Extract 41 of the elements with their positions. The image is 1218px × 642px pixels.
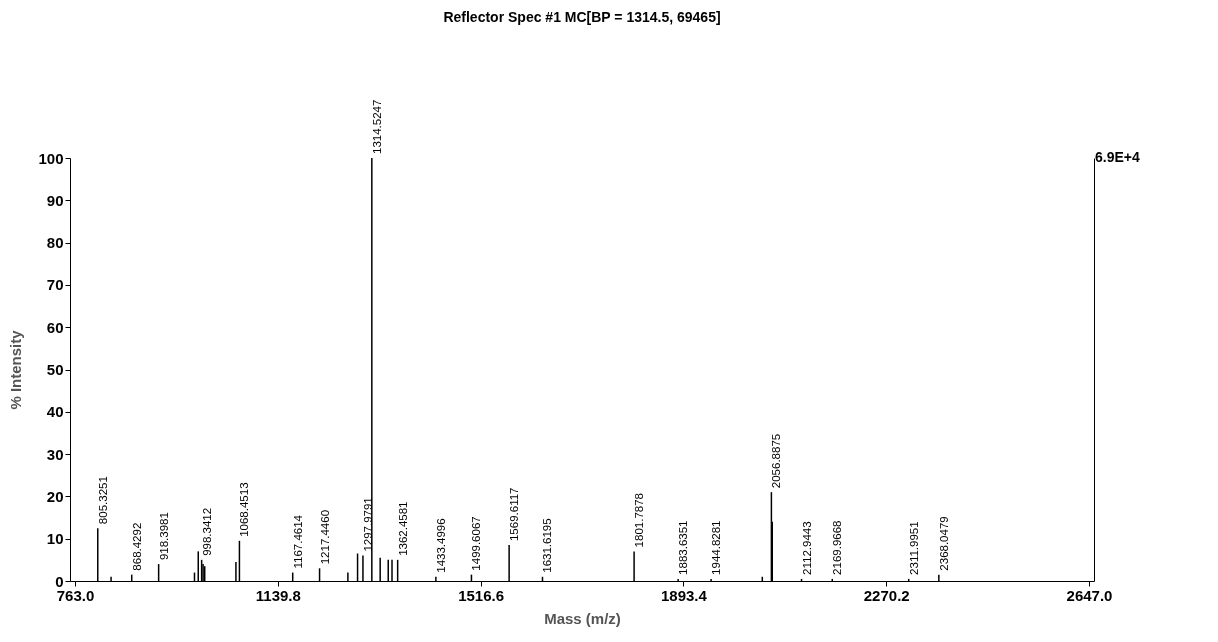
annotation: 1883.6351	[677, 520, 690, 575]
annotation: 1569.6117	[508, 487, 521, 542]
annotation: 1297.9791	[361, 497, 374, 552]
annotation: 868.4292	[130, 522, 143, 571]
text: 6.9E+4	[1095, 149, 1140, 165]
annotation: 1499.6067	[470, 516, 483, 571]
annotation: 2311.9951	[907, 521, 920, 575]
annotation: 918.3981	[157, 512, 170, 561]
annotation: 2112.9443	[800, 521, 813, 575]
annotation: 1944.8281	[710, 520, 723, 575]
y-tick-label: 90	[46, 191, 64, 209]
y-tick-label: 100	[38, 149, 64, 167]
annotation: 2056.8875	[770, 433, 783, 489]
y-tick-label: 10	[46, 530, 64, 548]
annotation: 998.3412	[200, 507, 213, 556]
annotation: 1314.5247	[370, 99, 383, 154]
annotation: 1433.4996	[434, 518, 447, 573]
y-tick-label: 60	[46, 318, 64, 336]
y-tick-label: 30	[46, 445, 64, 463]
x-tick-label: 1516.6	[458, 586, 505, 604]
chart-title: Reflector Spec #1 MC[BP = 1314.5, 69465]	[443, 8, 721, 25]
annotation: 1167.4614	[291, 514, 304, 569]
annotation: 1631.6195	[541, 518, 554, 573]
y-tick-label: 40	[46, 403, 64, 421]
y-tick-label: 70	[46, 276, 64, 294]
y-axis-title: % Intensity	[7, 329, 25, 410]
annotation: 1068.4513	[238, 482, 251, 537]
x-tick-label: 1139.8	[255, 586, 301, 604]
y-tick-label: 20	[46, 487, 64, 505]
annotation: 2169.9668	[831, 520, 844, 575]
annotation: 1217.4460	[318, 509, 331, 565]
y-tick-label: 80	[46, 234, 64, 252]
x-axis-title: Mass (m/z)	[544, 609, 621, 627]
x-tick-label: 2270.2	[863, 586, 910, 604]
x-tick-label: 2647.0	[1066, 586, 1113, 604]
annotation: 805.3251	[96, 476, 109, 525]
x-tick-label: 1893.4	[660, 586, 708, 604]
y-tick-label: 50	[46, 361, 64, 378]
annotation: 1801.7878	[633, 493, 646, 548]
annotation: 1362.4581	[396, 501, 409, 556]
annotation: 2368.0479	[937, 516, 950, 571]
